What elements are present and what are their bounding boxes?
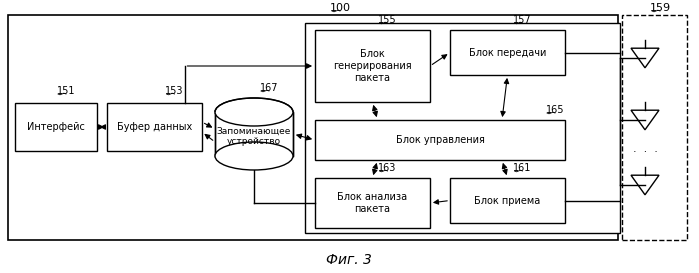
Bar (15, 103, 97, 151)
Text: 100: 100 (329, 3, 350, 13)
Text: Запоминающее
устройство: Запоминающее устройство (217, 126, 291, 146)
Text: Блок анализа
пакета: Блок анализа пакета (338, 192, 408, 214)
Bar (315, 30, 430, 102)
Text: Блок передачи: Блок передачи (469, 48, 546, 58)
Bar (107, 103, 202, 151)
Text: Блок приема: Блок приема (475, 195, 540, 206)
Ellipse shape (215, 142, 293, 170)
Text: 151: 151 (57, 86, 75, 96)
Bar (215, 112, 293, 156)
Bar (315, 178, 430, 228)
Text: Буфер данных: Буфер данных (117, 122, 192, 132)
Text: Блок
генерирования
пакета: Блок генерирования пакета (333, 49, 412, 83)
Text: 161: 161 (513, 163, 532, 173)
Ellipse shape (215, 98, 293, 126)
Text: 153: 153 (165, 86, 184, 96)
Text: 167: 167 (260, 83, 278, 93)
Text: 165: 165 (546, 105, 564, 115)
Text: 157: 157 (513, 15, 532, 25)
Text: Блок управления: Блок управления (396, 135, 484, 145)
Text: 155: 155 (378, 15, 397, 25)
Bar (8, 15, 618, 240)
Bar (450, 30, 565, 75)
Bar (215, 156, 293, 200)
Text: Интерфейс: Интерфейс (27, 122, 85, 132)
Bar (305, 23, 620, 233)
Text: 163: 163 (378, 163, 397, 173)
Bar (450, 178, 565, 223)
Text: Фиг. 3: Фиг. 3 (326, 253, 372, 267)
Bar (315, 120, 565, 160)
Text: 159: 159 (649, 3, 670, 13)
Text: ·  ·  ·: · · · (633, 147, 658, 157)
Bar (622, 15, 687, 240)
